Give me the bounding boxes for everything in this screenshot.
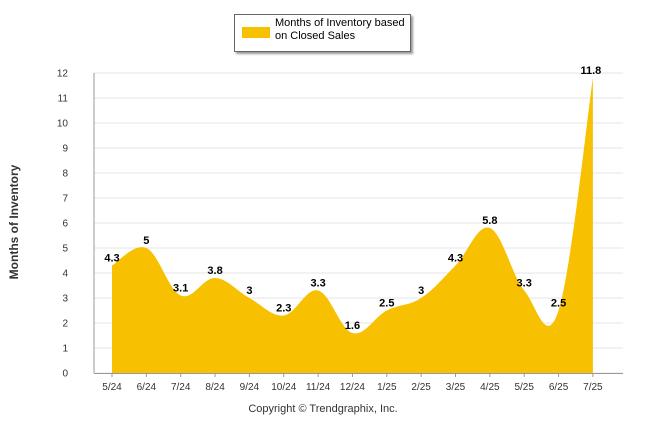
y-tick-label: 12: [57, 69, 69, 80]
x-tick-label: 11/24: [306, 382, 331, 393]
x-tick-label: 4/25: [480, 382, 500, 393]
x-tick-label: 10/24: [271, 382, 296, 393]
y-tick-label: 5: [62, 244, 68, 255]
area-series: [112, 78, 593, 373]
y-tick-label: 10: [57, 119, 69, 130]
y-tick-label: 3: [62, 294, 68, 305]
x-tick-label: 1/25: [377, 382, 397, 393]
x-tick-label: 7/25: [583, 382, 603, 393]
x-tick-label: 6/24: [137, 382, 157, 393]
data-label: 5.8: [482, 215, 497, 227]
y-tick-label: 1: [62, 344, 68, 355]
x-tick-label: 5/24: [102, 382, 122, 393]
x-tick-label: 8/24: [205, 382, 225, 393]
x-tick-label: 2/25: [411, 382, 431, 393]
data-label: 3: [246, 285, 252, 297]
data-label: 4.3: [104, 253, 119, 265]
x-tick-label: 7/24: [171, 382, 191, 393]
data-label: 2.5: [379, 298, 394, 310]
legend-swatch: [242, 27, 270, 38]
y-axis-title: Months of Inventory: [7, 164, 21, 280]
x-tick-label: 6/25: [549, 382, 569, 393]
area-fill: [112, 78, 593, 373]
legend-label: Months of Inventory based on Closed Sale…: [275, 17, 405, 42]
data-label: 3: [418, 285, 424, 297]
y-tick-label: 9: [62, 144, 68, 155]
y-tick-label: 8: [62, 169, 68, 180]
data-label: 3.8: [207, 265, 222, 277]
data-label: 1.6: [345, 320, 360, 332]
data-label: 11.8: [580, 65, 601, 77]
data-label: 3.3: [310, 278, 325, 290]
data-label: 4.3: [448, 253, 463, 265]
data-label: 3.1: [173, 283, 188, 295]
y-tick-label: 2: [62, 319, 68, 330]
x-tick-label: 3/25: [446, 382, 466, 393]
axes: [93, 73, 623, 377]
y-tick-label: 6: [62, 219, 68, 230]
y-tick-label: 11: [58, 94, 69, 105]
data-labels: 4.3 5 3.1 3.8 3 2.3 3.3 1.6 2.5 3 4.3 5.8 3.3 2.5 11.8: [104, 65, 601, 332]
x-tick-label: 9/24: [240, 382, 260, 393]
data-label: 5: [143, 235, 149, 247]
x-tick-label: 5/25: [514, 382, 534, 393]
y-tick-label: 0: [62, 369, 68, 380]
y-tick-label: 4: [62, 269, 68, 280]
x-tick-labels: 5/24 6/24 7/24 8/24 9/24 10/24 11/24 12/24 1/25 2…: [102, 382, 603, 393]
data-label: 2.3: [276, 303, 291, 315]
copyright-footer: Copyright © Trendgraphix, Inc.: [248, 403, 398, 415]
data-label: 3.3: [517, 278, 532, 290]
data-label: 2.5: [551, 298, 566, 310]
x-tick-label: 12/24: [340, 382, 365, 393]
legend: Months of Inventory based on Closed Sale…: [234, 14, 411, 52]
y-tick-label: 7: [62, 194, 68, 205]
